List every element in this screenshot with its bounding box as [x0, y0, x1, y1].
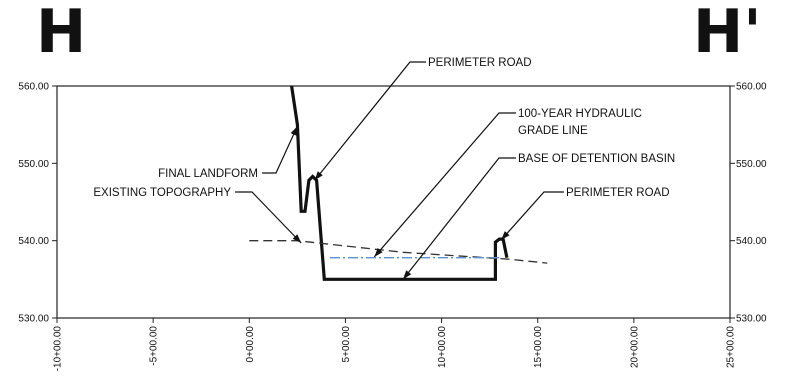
series-final-landform: [290, 85, 509, 281]
leader-line-perimeter-road-right: [500, 191, 564, 241]
x-tick-label: 25+00.00: [726, 326, 737, 368]
leader-arrowhead-hgl: [374, 248, 383, 257]
leader-line-perimeter-road-top: [314, 61, 426, 181]
x-tick-label: 10+00.00: [437, 326, 448, 368]
y-tick-label-right: 540.00: [736, 236, 767, 247]
y-tick-label-left: 540.00: [18, 236, 49, 247]
y-tick-label-left: 530.00: [18, 314, 49, 325]
series-existing-topography: [249, 240, 548, 264]
leader-line-hgl: [373, 112, 516, 258]
x-tick-label: -10+00.00: [53, 326, 64, 372]
leader-arrowhead-perimeter-road-right: [501, 231, 510, 240]
callout-label-hgl: 100-YEAR HYDRAULIC: [518, 108, 642, 120]
callout-label-hgl: GRADE LINE: [518, 125, 588, 137]
callout-label-base-basin: BASE OF DETENTION BASIN: [518, 153, 675, 165]
plot-frame: [56, 85, 731, 319]
x-tick-label: 20+00.00: [629, 326, 640, 368]
x-tick-label: 15+00.00: [533, 326, 544, 368]
y-tick-label-left: 550.00: [18, 159, 49, 170]
section-label-right: H': [693, 0, 762, 67]
leader-line-existing-topo: [235, 191, 302, 244]
callout-label-existing-topo: EXISTING TOPOGRAPHY: [93, 187, 231, 199]
y-tick-label-left: 560.00: [18, 82, 49, 93]
x-tick-label: 0+00.00: [245, 326, 256, 363]
leader-arrowhead-perimeter-road-top: [314, 171, 323, 181]
leader-line-base-basin: [402, 157, 516, 280]
leader-line-final-landform: [262, 125, 298, 174]
y-tick-label-right: 550.00: [736, 159, 767, 170]
x-tick-label: 5+00.00: [341, 326, 352, 363]
callout-label-perimeter-road-top: PERIMETER ROAD: [428, 57, 532, 69]
y-tick-label-right: 560.00: [736, 82, 767, 93]
callout-label-final-landform: FINAL LANDFORM: [158, 168, 258, 180]
callout-label-perimeter-road-right: PERIMETER ROAD: [566, 187, 670, 199]
leader-arrowhead-base-basin: [403, 270, 412, 280]
section-label-left: H: [36, 0, 87, 67]
y-tick-label-right: 530.00: [736, 314, 767, 325]
x-tick-label: -5+00.00: [149, 326, 160, 366]
leader-arrowhead-final-landform: [290, 126, 298, 136]
leader-arrowhead-existing-topo: [292, 234, 302, 243]
